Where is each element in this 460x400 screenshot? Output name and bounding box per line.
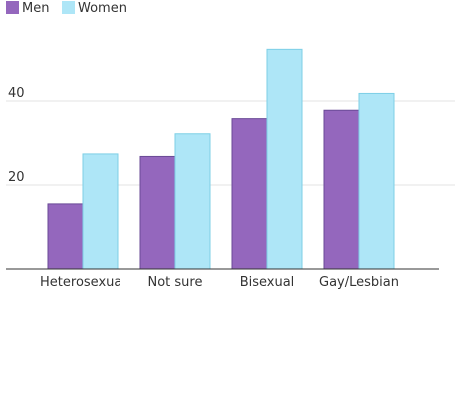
bar-men-bisexual bbox=[231, 118, 268, 270]
legend-label-women: Women bbox=[78, 1, 127, 16]
category-label: Heterosexual bbox=[40, 275, 126, 290]
y-tick-label: 40 bbox=[8, 86, 25, 101]
legend-swatch-men bbox=[6, 1, 19, 14]
legend-label-men: Men bbox=[22, 1, 49, 16]
bar-women-bisexual bbox=[266, 48, 303, 270]
bar-women-gay-lesbian bbox=[358, 92, 395, 270]
bars bbox=[47, 48, 395, 270]
bar-men-not-sure bbox=[139, 155, 176, 270]
category-label: Bisexual bbox=[240, 275, 295, 290]
legend-swatch-women bbox=[62, 1, 75, 14]
legend: Men Women bbox=[6, 1, 127, 16]
bar-men-gay-lesbian bbox=[323, 109, 360, 270]
bar-women-heterosexual bbox=[82, 153, 119, 270]
category-labels: Heterosexual Not sure Bisexual Gay/Lesbian bbox=[40, 275, 399, 290]
bar-women-not-sure bbox=[174, 133, 211, 270]
category-label: Not sure bbox=[148, 275, 203, 290]
y-tick-label: 20 bbox=[8, 170, 25, 185]
bar-men-heterosexual bbox=[47, 203, 84, 270]
category-label: Gay/Lesbian bbox=[319, 275, 399, 290]
